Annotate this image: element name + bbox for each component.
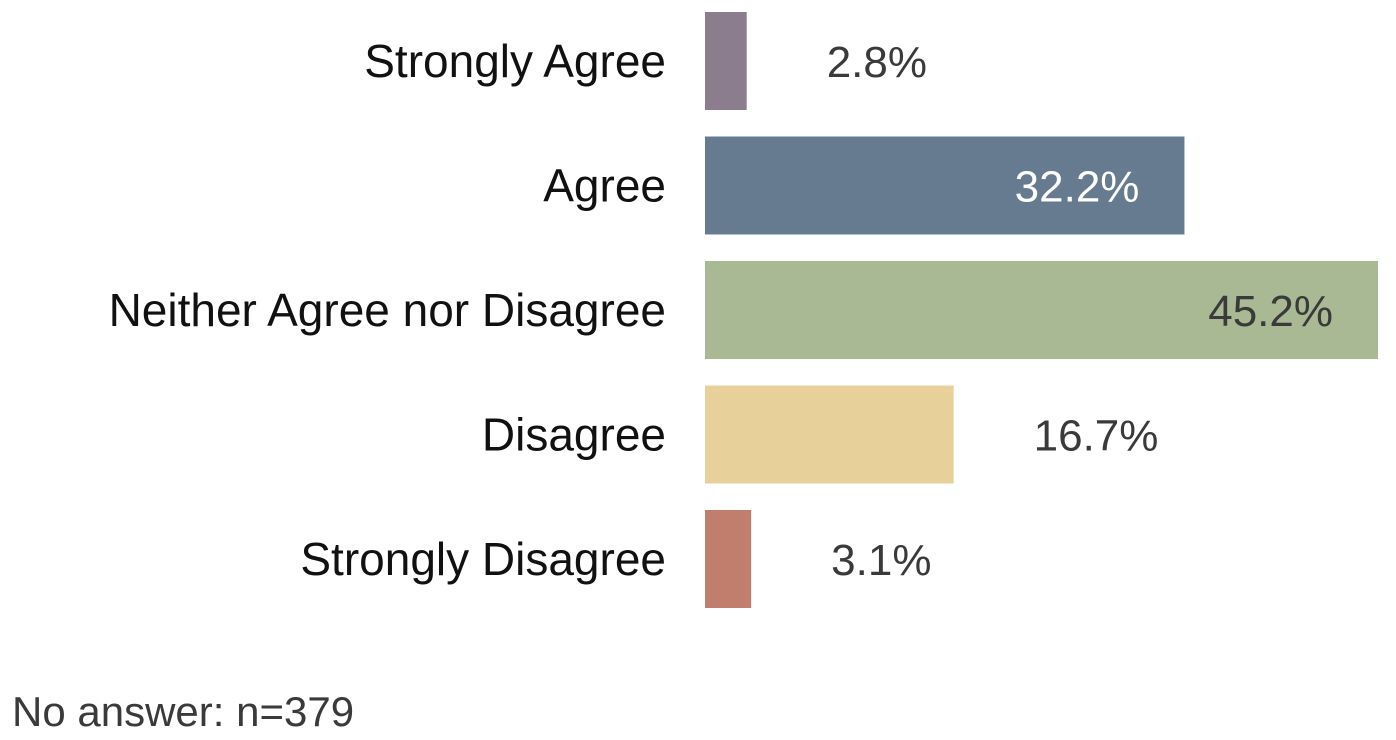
category-labels-group: Strongly Agree Agree Neither Agree nor Dis… <box>109 35 666 585</box>
value-label-agree: 32.2% <box>1015 163 1140 212</box>
bars-group <box>705 12 1378 608</box>
category-label-strongly-disagree: Strongly Disagree <box>300 533 666 585</box>
value-label-strongly-disagree: 3.1% <box>831 536 931 585</box>
category-label-strongly-agree: Strongly Agree <box>364 35 666 87</box>
bar-agree <box>705 136 1185 235</box>
category-label-neither-agree-nor-disagree: Neither Agree nor Disagree <box>109 284 666 336</box>
value-labels-group: 2.8% 32.2% 45.2% 16.7% 3.1% <box>827 38 1333 585</box>
bar-strongly-agree <box>705 12 747 110</box>
bar-strongly-disagree <box>705 510 752 608</box>
value-label-disagree: 16.7% <box>1034 412 1159 461</box>
no-answer-footnote: No answer: n=379 <box>12 688 355 735</box>
bar-disagree <box>705 385 954 484</box>
category-label-agree: Agree <box>543 160 666 212</box>
category-label-disagree: Disagree <box>482 409 666 461</box>
bar-chart: Strongly Agree Agree Neither Agree nor Dis… <box>109 12 1378 608</box>
value-label-strongly-agree: 2.8% <box>827 38 927 87</box>
bar-neither-agree-nor-disagree <box>705 261 1378 359</box>
value-label-neither-agree-nor-disagree: 45.2% <box>1208 287 1333 336</box>
